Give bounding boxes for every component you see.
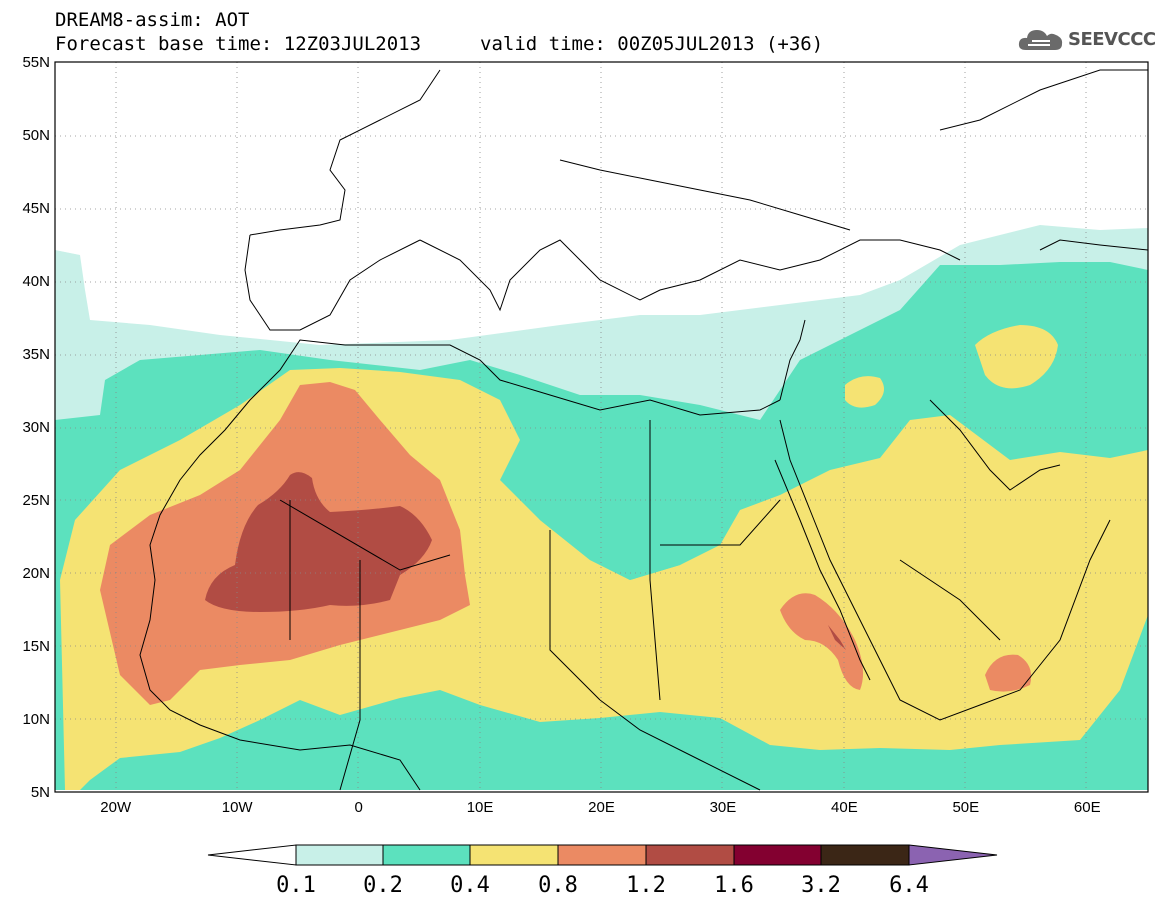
lat-label: 15N bbox=[22, 638, 50, 655]
colorbar-labels: 0.1 0.2 0.4 0.8 1.2 1.6 3.2 6.4 bbox=[276, 873, 929, 898]
colorbar bbox=[207, 844, 998, 866]
longitude-labels: 20W 10W 0 10E 20E 30E 40E 50E 60E bbox=[100, 799, 1100, 816]
lon-label: 10E bbox=[467, 799, 494, 816]
logo-text: SEEVCCC bbox=[1068, 28, 1156, 50]
lon-label: 0 bbox=[354, 799, 362, 816]
lat-label: 30N bbox=[22, 419, 50, 436]
colorbar-bin-0.4-0.8 bbox=[469, 844, 559, 866]
lat-label: 40N bbox=[22, 273, 50, 290]
plot-frame bbox=[54, 61, 1149, 793]
colorbar-level-label: 0.1 bbox=[276, 873, 316, 898]
lon-label: 10W bbox=[222, 799, 254, 816]
seevccc-logo: SEEVCCC bbox=[1018, 26, 1156, 52]
colorbar-level-label: 3.2 bbox=[801, 873, 841, 898]
latitude-labels: 55N 50N 45N 40N 35N 30N 25N 20N 15N 10N 5N bbox=[22, 54, 50, 801]
aot-band-1.2 bbox=[205, 472, 432, 612]
lon-label: 50E bbox=[952, 799, 979, 816]
colorbar-level-label: 0.8 bbox=[538, 873, 578, 898]
colorbar-bin-0.8-1.2 bbox=[557, 844, 647, 866]
colorbar-bin-1.2-1.6 bbox=[645, 844, 735, 866]
lat-label: 50N bbox=[22, 127, 50, 144]
lon-label: 30E bbox=[710, 799, 737, 816]
lat-label: 20N bbox=[22, 565, 50, 582]
colorbar-level-label: 1.2 bbox=[626, 873, 666, 898]
lat-label: 10N bbox=[22, 711, 50, 728]
colorbar-bin-3.2-6.4 bbox=[820, 844, 910, 866]
coastlines bbox=[139, 69, 1148, 791]
aot-band-0.4-iraq bbox=[845, 376, 884, 408]
aot-contours bbox=[55, 225, 1148, 790]
colorbar-level-label: 0.2 bbox=[363, 873, 403, 898]
colorbar-bin-0.2-0.4 bbox=[382, 844, 471, 866]
map-title: DREAM8-assim: AOT bbox=[55, 9, 250, 31]
colorbar-level-label: 1.6 bbox=[714, 873, 754, 898]
colorbar-level-label: 6.4 bbox=[889, 873, 929, 898]
aot-band-0.2-libya bbox=[500, 415, 740, 580]
valid-time: valid time: 00Z05JUL2013 (+36) bbox=[480, 33, 824, 55]
forecast-base-time: Forecast base time: 12Z03JUL2013 bbox=[55, 33, 422, 55]
lon-label: 20E bbox=[588, 799, 615, 816]
colorbar-upper-extend bbox=[908, 844, 998, 866]
lat-label: 45N bbox=[22, 200, 50, 217]
lat-label: 25N bbox=[22, 492, 50, 509]
lon-label: 20W bbox=[100, 799, 132, 816]
colorbar-level-label: 0.4 bbox=[450, 873, 490, 898]
lon-label: 60E bbox=[1074, 799, 1101, 816]
aot-band-0.8-ethiopia bbox=[780, 593, 864, 690]
aot-band-0.4-iran bbox=[975, 325, 1058, 389]
aot-band-0.8-oman bbox=[985, 654, 1032, 692]
lat-label: 5N bbox=[31, 784, 50, 801]
colorbar-bin-1.6-3.2 bbox=[733, 844, 822, 866]
lon-label: 40E bbox=[831, 799, 858, 816]
cloud-icon bbox=[1018, 30, 1063, 50]
graticule bbox=[55, 62, 1148, 792]
aot-band-1.2-ethiopia bbox=[828, 625, 846, 650]
lat-label: 55N bbox=[22, 54, 50, 71]
lat-label: 35N bbox=[22, 346, 50, 363]
colorbar-lower-extend bbox=[207, 844, 297, 866]
colorbar-bin-0.1-0.2 bbox=[295, 844, 384, 866]
